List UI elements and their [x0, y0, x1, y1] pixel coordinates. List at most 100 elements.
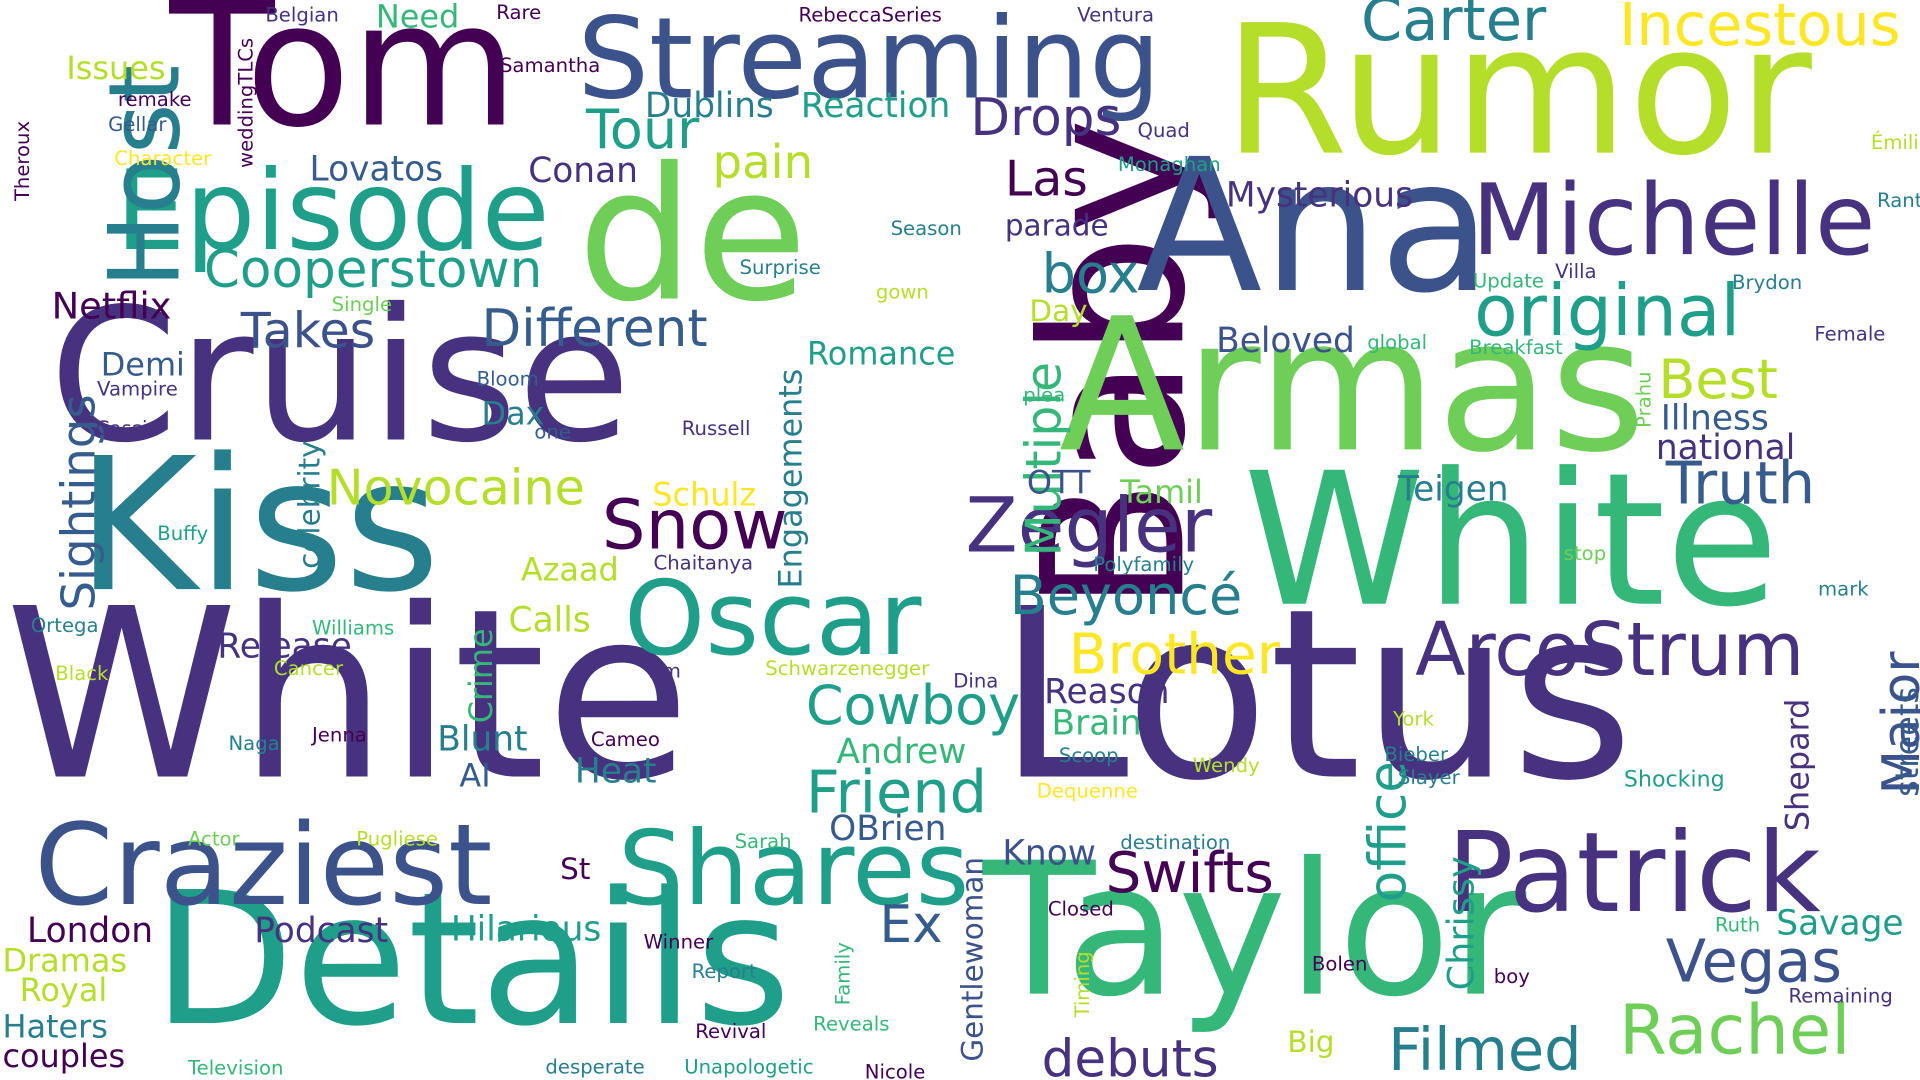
word-williams: Williams	[312, 617, 394, 640]
word-streaming: Streaming	[577, 0, 1161, 125]
word-bloom: Bloom	[477, 368, 539, 391]
word-dequenne: Dequenne	[1037, 780, 1138, 803]
word-day: Day	[1029, 294, 1087, 328]
word-reveals: Reveals	[813, 1013, 889, 1036]
word-obrien: OBrien	[829, 809, 946, 849]
word-know: Know	[1002, 834, 1096, 874]
word-celebrity: celebrity	[292, 440, 326, 568]
word-report: Report	[692, 960, 757, 983]
word-reaction: Reaction	[801, 86, 950, 126]
word-white-1: White	[5, 558, 691, 833]
word-debuts: debuts	[1042, 1030, 1219, 1080]
word-mysterious: Mysterious	[1226, 175, 1413, 215]
word-rant: Rant	[1877, 189, 1920, 212]
word-heat: Heat	[575, 751, 657, 791]
word-release: Release	[217, 626, 351, 666]
word-armas: Armas	[1059, 280, 1646, 494]
word-host: Host	[88, 65, 202, 288]
word-savage: Savage	[1776, 903, 1903, 943]
word-pugliese: Pugliese	[356, 827, 438, 850]
word-rebeccaseries: RebeccaSeries	[798, 4, 941, 27]
word-dramas: Dramas	[2, 941, 127, 979]
word-baby: Baby	[1001, 118, 1229, 613]
word-wendy: Wendy	[1193, 754, 1260, 777]
word-ott: OTT	[1027, 463, 1091, 501]
word-big: Big	[1287, 1025, 1334, 1059]
word-shocking: Shocking	[1624, 767, 1725, 792]
word-netflix: Netflix	[52, 284, 172, 327]
word-need: Need	[376, 0, 459, 36]
word-season: Season	[891, 217, 962, 240]
word-nicole: Nicole	[865, 1060, 926, 1080]
word-major: Major	[1872, 651, 1920, 795]
word-issues: Issues	[66, 49, 165, 87]
word-pain: pain	[712, 135, 813, 189]
word-buffy: Buffy	[157, 522, 208, 545]
word-character: Character	[114, 147, 212, 170]
word-hilarious: Hilarious	[451, 910, 602, 950]
word-family: Family	[832, 942, 855, 1005]
word-actor: Actor	[188, 827, 241, 850]
word-ventura: Ventura	[1077, 4, 1154, 27]
word-office: office	[1359, 761, 1419, 902]
word-patrick: Patrick	[1447, 809, 1821, 938]
word-drops: Drops	[970, 88, 1121, 148]
word-carter: Carter	[1361, 0, 1547, 54]
word-sarah: Sarah	[735, 830, 792, 853]
word-stop: stop	[1564, 542, 1606, 565]
word-london: London	[27, 911, 153, 951]
word-cruise: Cruise	[49, 270, 631, 484]
word-winner: Winner	[644, 930, 714, 953]
word-rachel: Rachel	[1619, 991, 1850, 1071]
word-cameo: Cameo	[591, 728, 660, 751]
word-weddingtlcs: weddingTLCs	[235, 38, 258, 168]
word-surprise: Surprise	[739, 256, 820, 279]
word-dublins: Dublins	[645, 86, 774, 126]
word-haters: Haters	[2, 1008, 107, 1046]
word-podcast: Podcast	[254, 911, 388, 951]
word-prahu: Prahu	[1633, 371, 1656, 427]
word-novocaine: Novocaine	[327, 458, 585, 516]
word-demi: Demi	[101, 346, 185, 384]
word-tamil: Tamil	[1119, 473, 1203, 511]
word-illness: Illness	[1661, 398, 1769, 438]
word-multiple: Multiple	[1015, 362, 1073, 557]
word-dina: Dina	[953, 669, 998, 692]
word-samantha: Samantha	[500, 54, 600, 77]
word-crime: Crime	[462, 628, 500, 723]
word-beloved: Beloved	[1216, 321, 1355, 361]
word-vegas: Vegas	[1666, 927, 1842, 996]
word-single: Single	[332, 293, 392, 316]
word-television: Television	[187, 1057, 284, 1080]
word-black: Black	[55, 662, 109, 685]
word-national: national	[1656, 428, 1795, 468]
word-lotus: Lotus	[997, 558, 1633, 833]
word-filmed: Filmed	[1388, 1015, 1581, 1080]
word-sightings: Sightings	[52, 394, 106, 610]
word-emilie: Émilie	[1871, 131, 1920, 154]
word-snow: Snow	[602, 485, 788, 565]
word-teigen: Teigen	[1397, 470, 1509, 510]
word-rare: Rare	[496, 1, 541, 24]
word-de: de	[577, 129, 807, 343]
word-michelle: Michelle	[1472, 164, 1876, 278]
word-couples: couples	[2, 1037, 125, 1075]
word-ai: AI	[459, 756, 490, 794]
word-different: Different	[482, 299, 708, 359]
word-york: York	[1392, 707, 1434, 730]
word-slayer: Slayer	[1398, 766, 1461, 789]
word-plea: plea	[1023, 384, 1065, 407]
word-destination: destination	[1120, 831, 1230, 854]
word-friend: Friend	[806, 758, 987, 827]
word-ex: Ex	[880, 895, 943, 955]
word-dax: Dax	[482, 395, 545, 433]
word-shares: Shares	[618, 809, 970, 929]
word-russell: Russell	[682, 417, 751, 440]
word-naga: Naga	[228, 732, 279, 755]
word-gellar: Gellar	[108, 113, 167, 136]
word-white-2: White	[1243, 434, 1779, 648]
word-oscar: Oscar	[624, 559, 922, 679]
word-cowboy: Cowboy	[806, 674, 1020, 737]
word-timing: Timing	[1071, 951, 1094, 1018]
